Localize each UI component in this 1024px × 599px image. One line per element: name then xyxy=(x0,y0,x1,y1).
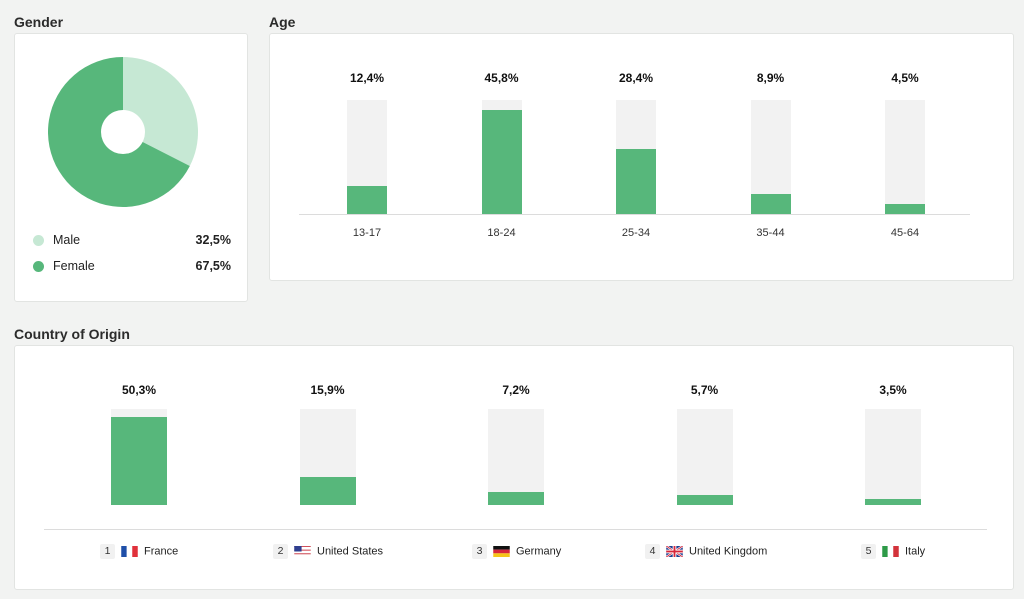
age-bar-track xyxy=(347,100,387,214)
uk-flag-icon xyxy=(666,546,683,557)
age-value-label: 4,5% xyxy=(891,71,919,85)
france-flag-icon xyxy=(121,546,138,557)
age-title: Age xyxy=(269,14,296,30)
age-bar xyxy=(885,203,925,214)
country-bar xyxy=(111,417,167,505)
male-color-dot xyxy=(33,235,44,246)
country-value-label: 3,5% xyxy=(879,383,907,397)
age-card: 12,4% 45,8% 28,4% 8,9% 4,5% 13-17 18-24 25-34 35… xyxy=(269,33,1014,281)
rank-badge: 4 xyxy=(645,544,660,559)
country-axis-line xyxy=(44,529,987,530)
age-tick-label: 35-44 xyxy=(756,227,785,239)
age-bar-track xyxy=(885,100,925,214)
age-bar xyxy=(347,185,387,214)
legend-label-male: Male xyxy=(53,233,81,247)
age-axis-line xyxy=(299,214,970,215)
country-label-3: 3 Germany xyxy=(472,544,561,560)
country-value-label: 7,2% xyxy=(502,383,530,397)
country-value-label: 15,9% xyxy=(310,383,345,397)
legend-item-male: Male 32,5% xyxy=(33,232,231,250)
gender-title: Gender xyxy=(14,14,64,30)
age-bar-track xyxy=(481,100,522,214)
country-title: Country of Origin xyxy=(14,326,130,342)
country-name: Italy xyxy=(905,545,926,558)
country-name: France xyxy=(144,545,179,558)
country-label-5: 5 Italy xyxy=(861,544,925,560)
age-tick-label: 18-24 xyxy=(487,227,516,239)
country-bar-track xyxy=(299,409,356,505)
legend-value-female: 67,5% xyxy=(195,259,231,273)
us-flag-icon xyxy=(294,546,311,557)
country-name: United Kingdom xyxy=(689,545,768,558)
country-bar xyxy=(488,492,544,505)
age-value-label: 45,8% xyxy=(484,71,519,85)
age-value-label: 8,9% xyxy=(756,71,785,85)
country-label-1: 1 France xyxy=(100,544,178,560)
country-value-label: 50,3% xyxy=(121,383,157,397)
age-bar-track xyxy=(616,100,656,214)
age-bar xyxy=(481,109,522,214)
rank-badge: 5 xyxy=(861,544,876,559)
age-bar-track xyxy=(750,100,791,214)
italy-flag-icon xyxy=(882,546,899,557)
germany-flag-icon xyxy=(493,546,510,557)
country-bar-track xyxy=(111,409,167,505)
country-bar-track xyxy=(865,409,921,505)
country-label-2: 2 United States xyxy=(273,544,383,560)
pie-center-hole xyxy=(101,110,145,154)
age-value-label: 28,4% xyxy=(618,71,654,85)
country-bar-track xyxy=(488,409,544,505)
age-bar xyxy=(616,149,656,214)
age-tick-label: 25-34 xyxy=(621,227,651,239)
legend-item-female: Female 67,5% xyxy=(33,258,231,276)
age-tick-label: 45-64 xyxy=(890,227,920,239)
age-tick-label: 13-17 xyxy=(352,227,382,239)
age-value-label: 12,4% xyxy=(349,71,385,85)
country-bar xyxy=(676,495,733,505)
country-label-4: 4 United Kingdom xyxy=(645,544,767,560)
female-color-dot xyxy=(33,261,44,272)
country-bar xyxy=(865,498,921,505)
country-bar-track xyxy=(676,409,733,505)
country-card: 50,3% 15,9% 7,2% 5,7% 3,5% 1 France 2 United Sta… xyxy=(14,345,1014,590)
age-bar xyxy=(750,193,791,214)
gender-card: Male 32,5% Female 67,5% xyxy=(14,33,248,302)
legend-value-male: 32,5% xyxy=(195,233,231,247)
rank-badge: 2 xyxy=(273,544,288,559)
country-bar xyxy=(299,477,356,505)
rank-badge: 1 xyxy=(100,544,115,559)
country-name: Germany xyxy=(516,545,562,558)
legend-label-female: Female xyxy=(53,259,95,273)
country-value-label: 5,7% xyxy=(690,383,719,397)
gender-pie-chart xyxy=(47,57,198,207)
rank-badge: 3 xyxy=(472,544,487,559)
country-name: United States xyxy=(317,545,384,558)
